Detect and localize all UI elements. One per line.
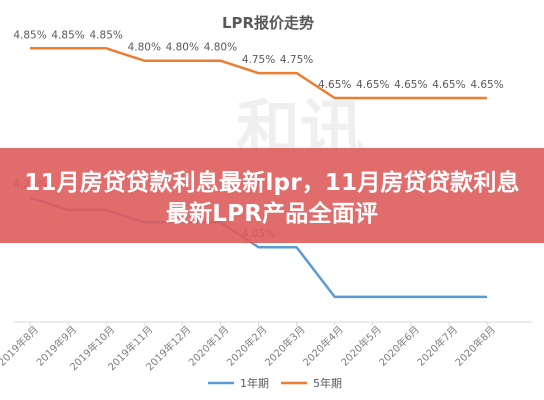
data-label-5y: 4.65% bbox=[394, 79, 427, 91]
x-tick-label: 2020年6月 bbox=[376, 323, 422, 369]
series-line-5y bbox=[30, 47, 487, 100]
legend-label-5y: 5年期 bbox=[313, 376, 342, 390]
x-tick-label: 2020年7月 bbox=[414, 323, 460, 369]
data-label-5y: 4.65% bbox=[470, 79, 503, 91]
data-label-5y: 4.80% bbox=[204, 42, 237, 54]
chart-title: LPR报价走势 bbox=[222, 14, 314, 32]
article-title-banner: 11月房贷贷款利息最新lpr，11月房贷贷款利息最新LPR产品全面评 bbox=[0, 148, 544, 243]
legend-label-1y: 1年期 bbox=[240, 376, 269, 390]
data-label-5y: 4.75% bbox=[242, 54, 275, 66]
data-label-5y: 4.75% bbox=[280, 54, 313, 66]
x-tick-label: 2020年8月 bbox=[452, 323, 498, 369]
data-label-5y: 4.85% bbox=[13, 29, 46, 41]
data-label-5y: 4.85% bbox=[51, 29, 84, 41]
data-label-5y: 4.65% bbox=[432, 79, 465, 91]
data-label-5y: 4.65% bbox=[318, 79, 351, 91]
x-tick-label: 2020年3月 bbox=[262, 323, 308, 369]
x-tick-label: 2020年1月 bbox=[186, 323, 232, 369]
data-label-5y: 4.65% bbox=[356, 79, 389, 91]
legend: 1年期 5年期 bbox=[208, 376, 342, 390]
x-tick-label: 2020年4月 bbox=[300, 323, 346, 369]
article-title: 11月房贷贷款利息最新lpr，11月房贷贷款利息最新LPR产品全面评 bbox=[24, 170, 520, 227]
data-label-5y: 4.80% bbox=[128, 42, 161, 54]
data-label-5y: 4.80% bbox=[166, 42, 199, 54]
data-label-5y: 4.85% bbox=[90, 29, 123, 41]
x-tick-label: 2020年2月 bbox=[224, 323, 270, 369]
